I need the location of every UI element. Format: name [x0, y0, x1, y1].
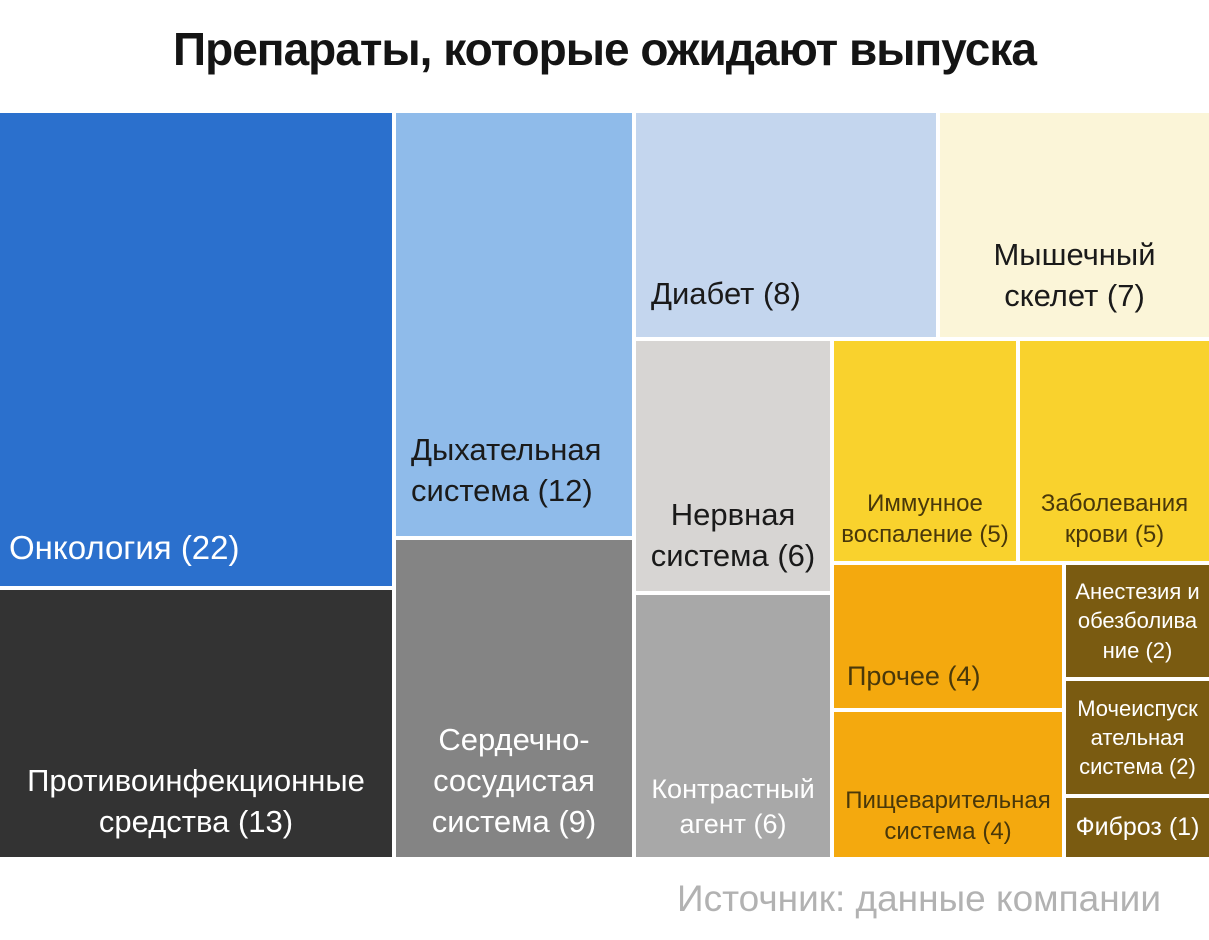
tile-label: Дыхательная система (12)	[411, 432, 602, 509]
tile-label: Анестезия и обезболива ние (2)	[1075, 579, 1200, 663]
tile-label: Пищеварительная система (4)	[845, 786, 1051, 846]
tile-label: Иммунное воспаление (5)	[841, 489, 1009, 549]
tile-other: Прочее (4)	[834, 565, 1062, 708]
tile-musculoskeletal: Мышечный скелет (7)	[940, 113, 1209, 337]
tile-respiratory: Дыхательная система (12)	[396, 113, 632, 536]
tile-urinary: Мочеиспуск ательная система (2)	[1066, 681, 1209, 794]
tile-label: Фиброз (1)	[1075, 813, 1200, 841]
chart-title: Препараты, которые ожидают выпуска	[173, 23, 1037, 75]
tile-cardiovascular: Сердечно- сосудистая система (9)	[396, 540, 632, 857]
tile-oncology: Онкология (22)	[0, 113, 392, 586]
tile-label: Диабет (8)	[651, 276, 801, 312]
tile-anesthesia: Анестезия и обезболива ние (2)	[1066, 565, 1209, 677]
source-note: Источник: данные компании	[677, 878, 1161, 919]
tile-fibrosis: Фиброз (1)	[1066, 798, 1209, 857]
tile-digestive: Пищеварительная система (4)	[834, 712, 1062, 857]
tile-nervous-system: Нервная система (6)	[636, 341, 830, 591]
tile-label: Сердечно- сосудистая система (9)	[431, 722, 597, 840]
tile-label: Нервная система (6)	[650, 497, 816, 574]
tile-label: Противоинфекционные средства (13)	[27, 763, 365, 840]
tile-label: Мышечный скелет (7)	[993, 237, 1156, 314]
tile-blood-diseases: Заболевания крови (5)	[1020, 341, 1209, 561]
tile-contrast-agent: Контрастный агент (6)	[636, 595, 830, 857]
tile-label: Заболевания крови (5)	[1040, 489, 1189, 549]
tile-immune-inflammation: Иммунное воспаление (5)	[834, 341, 1016, 561]
tile-label: Онкология (22)	[9, 529, 240, 567]
tile-anti-infectives: Противоинфекционные средства (13)	[0, 590, 392, 857]
tile-label: Контрастный агент (6)	[651, 773, 815, 840]
tile-diabetes: Диабет (8)	[636, 113, 936, 337]
treemap-area: Онкология (22) Противоинфекционные средс…	[0, 113, 1209, 858]
tile-label: Прочее (4)	[847, 661, 981, 692]
tile-label: Мочеиспуск ательная система (2)	[1077, 695, 1198, 780]
